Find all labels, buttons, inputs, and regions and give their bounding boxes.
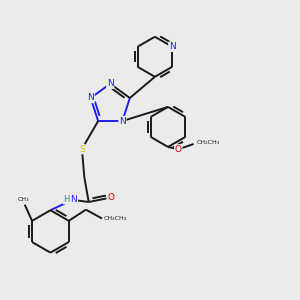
Text: CH₂CH₃: CH₂CH₃	[103, 216, 127, 221]
Text: CH₂CH₃: CH₂CH₃	[196, 140, 220, 145]
Text: N: N	[87, 94, 94, 103]
Text: H: H	[63, 195, 70, 204]
Text: N: N	[70, 195, 77, 204]
Text: S: S	[79, 145, 85, 154]
Text: O: O	[107, 193, 114, 202]
Text: CH₃: CH₃	[17, 197, 29, 202]
Text: O: O	[175, 145, 182, 154]
Text: N: N	[107, 79, 114, 88]
Text: N: N	[119, 116, 126, 125]
Text: N: N	[169, 42, 175, 51]
